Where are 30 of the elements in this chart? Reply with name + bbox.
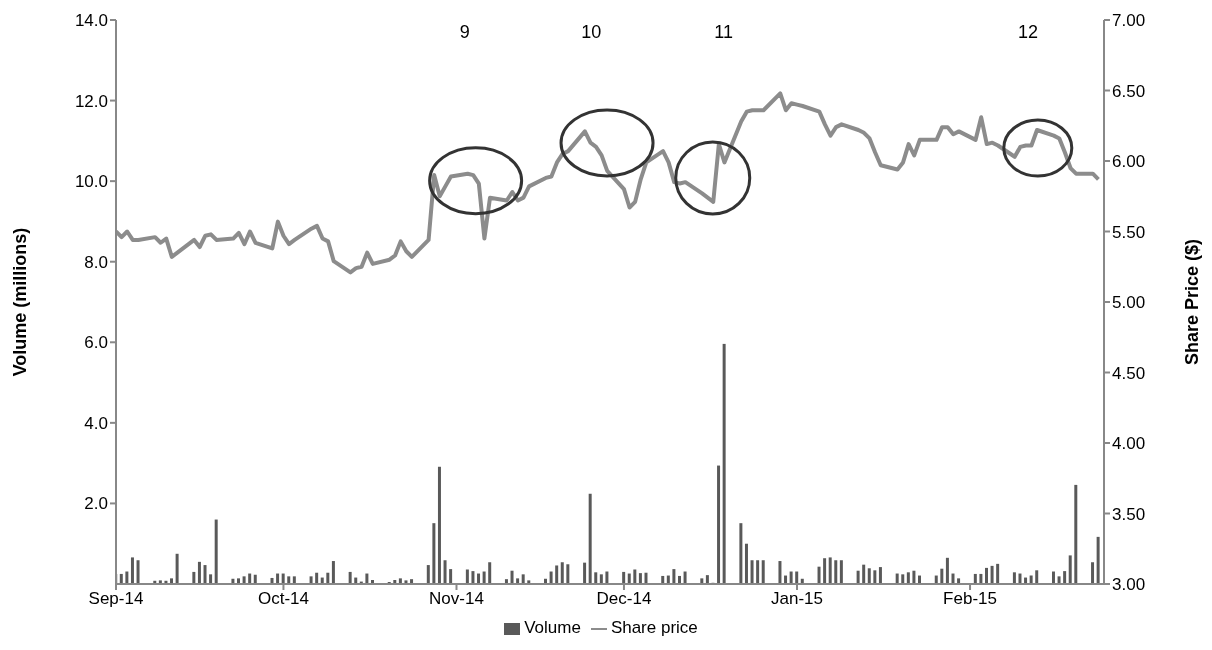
y2-tick-label: 7.00 [1112, 11, 1146, 31]
y2-tick-label: 3.50 [1112, 504, 1146, 524]
annotation: 11 [714, 22, 733, 43]
y-tick-label: 2.0 [84, 494, 108, 514]
annotation: 12 [1017, 22, 1038, 43]
y2-tick-label: 6.00 [1112, 152, 1146, 172]
y2-axis-title: Share Price ($) [1182, 238, 1203, 366]
y-tick-label: 14.0 [74, 11, 108, 31]
x-tick-label: Jan-15 [771, 589, 823, 609]
y2-tick-label: 4.50 [1112, 363, 1146, 383]
y-axis-title: Volume (millions) [10, 227, 31, 377]
legend-label: Volume [524, 618, 581, 637]
y2-tick-label: 6.50 [1112, 81, 1146, 101]
x-tick-label: Feb-15 [943, 589, 997, 609]
y2-tick-label: 5.50 [1112, 222, 1146, 242]
x-tick-label: Nov-14 [429, 589, 484, 609]
y2-tick-label: 4.00 [1112, 434, 1146, 454]
annotation: 10 [581, 22, 602, 43]
y-tick-label: 12.0 [74, 91, 108, 111]
y-tick-label: 8.0 [84, 252, 108, 272]
y2-tick-label: 5.00 [1112, 293, 1146, 313]
y2-tick-label: 3.00 [1112, 575, 1146, 595]
x-tick-label: Dec-14 [596, 589, 652, 609]
annotation: 9 [459, 22, 470, 43]
y-tick-label: 4.0 [84, 413, 108, 433]
x-tick-label: Oct-14 [257, 589, 309, 609]
x-tick-label: Sep-14 [88, 589, 144, 609]
y-tick-label: 6.0 [84, 333, 108, 353]
y-tick-label: 10.0 [74, 172, 108, 192]
legend-label: Share price [610, 618, 698, 637]
